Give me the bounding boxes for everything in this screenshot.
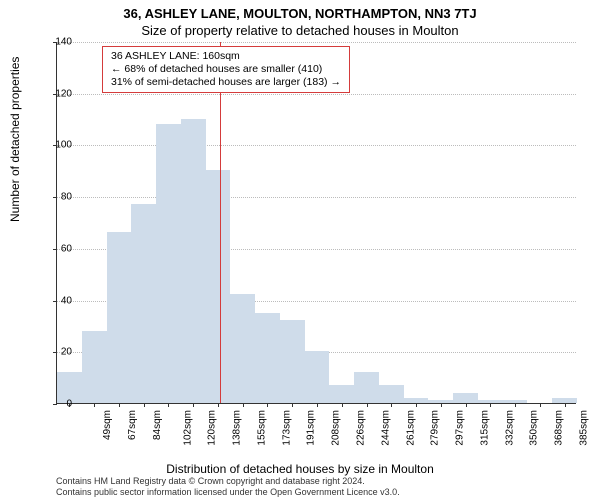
ytick-label: 40 [42, 295, 72, 306]
histogram-bar[interactable] [181, 119, 206, 403]
histogram-bar[interactable] [280, 320, 305, 403]
attribution: Contains HM Land Registry data © Crown c… [56, 476, 400, 498]
histogram-bar[interactable] [305, 351, 330, 403]
xtick-mark [193, 403, 194, 407]
histogram-bar[interactable] [379, 385, 404, 403]
xtick-mark [168, 403, 169, 407]
xtick-label: 191sqm [306, 410, 317, 446]
xtick-label: 226sqm [356, 410, 367, 446]
histogram-bar[interactable] [329, 385, 354, 403]
xtick-mark [515, 403, 516, 407]
annotation-line-1: 36 ASHLEY LANE: 160sqm [111, 50, 341, 63]
xtick-label: 385sqm [578, 410, 589, 446]
ytick-label: 60 [42, 243, 72, 254]
ytick-label: 140 [42, 37, 72, 48]
xtick-label: 297sqm [455, 410, 466, 446]
xtick-mark [317, 403, 318, 407]
histogram-bar[interactable] [156, 124, 181, 403]
xtick-mark [267, 403, 268, 407]
bars-container [57, 42, 576, 403]
xtick-label: 49sqm [102, 410, 113, 440]
xtick-mark [540, 403, 541, 407]
histogram-bar[interactable] [453, 393, 478, 403]
xtick-label: 350sqm [529, 410, 540, 446]
xtick-label: 84sqm [152, 410, 163, 440]
ytick-label: 120 [42, 88, 72, 99]
xtick-label: 315sqm [479, 410, 490, 446]
histogram-bar[interactable] [107, 232, 132, 403]
xtick-label: 173sqm [281, 410, 292, 446]
xtick-label: 102sqm [182, 410, 193, 446]
chart-title: 36, ASHLEY LANE, MOULTON, NORTHAMPTON, N… [0, 0, 600, 21]
xtick-label: 368sqm [554, 410, 565, 446]
histogram-chart: 36, ASHLEY LANE, MOULTON, NORTHAMPTON, N… [0, 0, 600, 500]
histogram-bar[interactable] [206, 170, 231, 403]
xtick-label: 244sqm [380, 410, 391, 446]
x-axis-label: Distribution of detached houses by size … [0, 462, 600, 476]
ytick-label: 80 [42, 192, 72, 203]
xtick-mark [218, 403, 219, 407]
histogram-bar[interactable] [230, 294, 255, 403]
annotation-box: 36 ASHLEY LANE: 160sqm ← 68% of detached… [102, 46, 350, 93]
xtick-mark [119, 403, 120, 407]
xtick-mark [292, 403, 293, 407]
xtick-label: 279sqm [430, 410, 441, 446]
xtick-mark [416, 403, 417, 407]
histogram-bar[interactable] [255, 313, 280, 404]
plot-area: 36 ASHLEY LANE: 160sqm ← 68% of detached… [56, 42, 576, 404]
xtick-mark [391, 403, 392, 407]
threshold-line [220, 42, 221, 403]
xtick-label: 120sqm [207, 410, 218, 446]
xtick-label: 332sqm [504, 410, 515, 446]
xtick-mark [441, 403, 442, 407]
y-axis-label: Number of detached properties [8, 57, 22, 222]
xtick-mark [367, 403, 368, 407]
xtick-mark [565, 403, 566, 407]
xtick-mark [94, 403, 95, 407]
xtick-label: 138sqm [232, 410, 243, 446]
annotation-line-2: ← 68% of detached houses are smaller (41… [111, 63, 341, 76]
xtick-mark [466, 403, 467, 407]
attribution-line-2: Contains public sector information licen… [56, 487, 400, 498]
ytick-label: 20 [42, 347, 72, 358]
ytick-label: 100 [42, 140, 72, 151]
attribution-line-1: Contains HM Land Registry data © Crown c… [56, 476, 400, 487]
ytick-label: 0 [42, 399, 72, 410]
annotation-line-3: 31% of semi-detached houses are larger (… [111, 76, 341, 89]
xtick-mark [490, 403, 491, 407]
xtick-label: 208sqm [331, 410, 342, 446]
xtick-mark [144, 403, 145, 407]
xtick-label: 67sqm [127, 410, 138, 440]
chart-subtitle: Size of property relative to detached ho… [0, 21, 600, 38]
histogram-bar[interactable] [131, 204, 156, 403]
xtick-mark [243, 403, 244, 407]
histogram-bar[interactable] [82, 331, 107, 403]
xtick-label: 261sqm [405, 410, 416, 446]
xtick-mark [342, 403, 343, 407]
histogram-bar[interactable] [354, 372, 379, 403]
xtick-label: 155sqm [257, 410, 268, 446]
